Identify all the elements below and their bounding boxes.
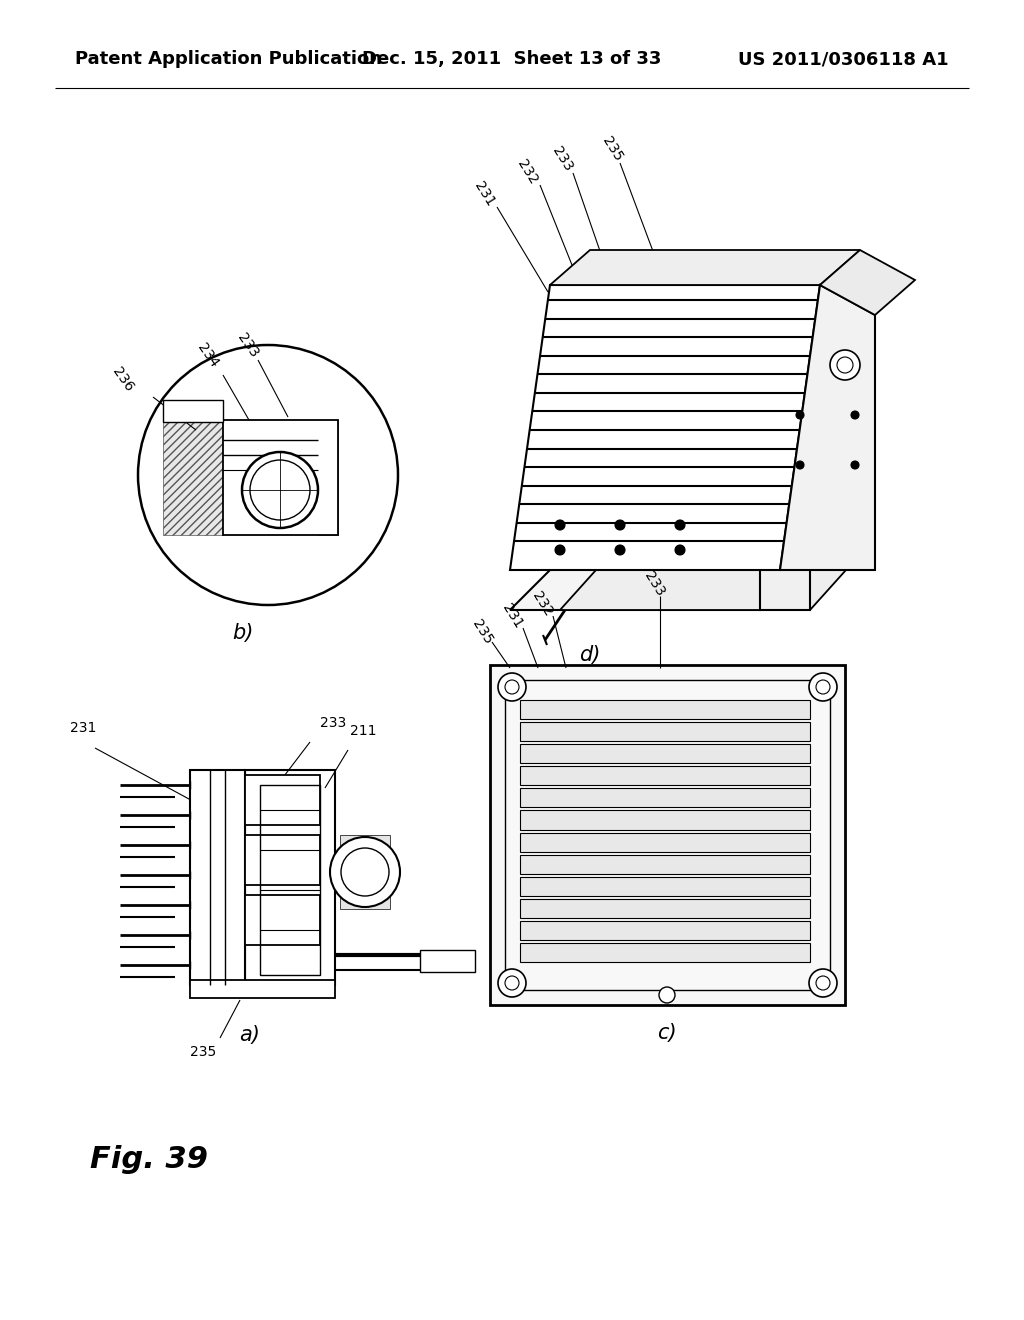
Bar xyxy=(520,921,810,940)
Circle shape xyxy=(809,673,837,701)
Bar xyxy=(260,785,319,975)
Polygon shape xyxy=(318,420,338,535)
Circle shape xyxy=(796,411,804,418)
Circle shape xyxy=(796,461,804,469)
Bar xyxy=(520,766,810,785)
Circle shape xyxy=(615,520,625,531)
Bar xyxy=(760,440,810,610)
Text: 234: 234 xyxy=(195,341,221,370)
Circle shape xyxy=(816,680,830,694)
Text: 211: 211 xyxy=(350,723,377,738)
Circle shape xyxy=(659,987,675,1003)
Circle shape xyxy=(330,837,400,907)
Bar xyxy=(520,788,810,808)
Text: 233: 233 xyxy=(319,715,346,730)
Text: 233: 233 xyxy=(549,144,574,173)
Polygon shape xyxy=(190,770,210,985)
Text: 232: 232 xyxy=(514,157,540,186)
Text: d): d) xyxy=(580,645,601,665)
Text: 233: 233 xyxy=(234,330,261,360)
Circle shape xyxy=(675,520,685,531)
Bar xyxy=(520,899,810,917)
Bar xyxy=(245,836,319,884)
Bar xyxy=(420,950,475,972)
Text: Fig. 39: Fig. 39 xyxy=(90,1144,208,1173)
Bar xyxy=(190,979,335,998)
Polygon shape xyxy=(760,389,855,440)
Text: b): b) xyxy=(232,623,254,643)
Circle shape xyxy=(851,411,859,418)
Text: Patent Application Publication: Patent Application Publication xyxy=(75,50,382,69)
Bar xyxy=(340,836,390,909)
Circle shape xyxy=(242,451,318,528)
Bar xyxy=(520,722,810,741)
Text: 236: 236 xyxy=(110,366,136,395)
Circle shape xyxy=(505,975,519,990)
Circle shape xyxy=(809,969,837,997)
Bar xyxy=(520,744,810,763)
Bar xyxy=(520,942,810,962)
Circle shape xyxy=(816,975,830,990)
Bar xyxy=(245,770,335,985)
Circle shape xyxy=(505,680,519,694)
Text: c): c) xyxy=(657,1023,677,1043)
Circle shape xyxy=(830,350,860,380)
Bar xyxy=(520,833,810,851)
Bar xyxy=(520,810,810,829)
Bar xyxy=(520,876,810,896)
Polygon shape xyxy=(163,420,223,535)
Text: 231: 231 xyxy=(499,601,525,631)
Circle shape xyxy=(675,545,685,554)
Polygon shape xyxy=(560,560,855,610)
Polygon shape xyxy=(780,285,874,570)
Bar xyxy=(223,420,338,535)
Polygon shape xyxy=(223,420,318,430)
Text: a): a) xyxy=(240,1026,260,1045)
Circle shape xyxy=(851,461,859,469)
Text: 235: 235 xyxy=(190,1045,216,1059)
Text: 232: 232 xyxy=(529,589,555,619)
Text: US 2011/0306118 A1: US 2011/0306118 A1 xyxy=(738,50,949,69)
Text: 235: 235 xyxy=(599,133,625,164)
Bar xyxy=(190,770,245,985)
Text: Dec. 15, 2011  Sheet 13 of 33: Dec. 15, 2011 Sheet 13 of 33 xyxy=(362,50,662,69)
Bar xyxy=(505,680,830,990)
Polygon shape xyxy=(820,249,915,315)
Text: 233: 233 xyxy=(641,569,667,598)
Circle shape xyxy=(555,520,565,531)
Bar xyxy=(520,700,810,719)
Polygon shape xyxy=(510,560,810,610)
Polygon shape xyxy=(190,979,335,998)
Circle shape xyxy=(498,673,526,701)
Bar xyxy=(245,895,319,945)
Text: 231: 231 xyxy=(471,178,497,209)
Polygon shape xyxy=(550,249,860,285)
Polygon shape xyxy=(510,285,820,570)
Bar xyxy=(490,665,845,1005)
Text: 231: 231 xyxy=(70,721,96,735)
Circle shape xyxy=(615,545,625,554)
Bar xyxy=(163,400,223,422)
Circle shape xyxy=(498,969,526,997)
Text: 235: 235 xyxy=(469,616,495,647)
Bar xyxy=(520,854,810,874)
Circle shape xyxy=(555,545,565,554)
Bar xyxy=(245,775,319,825)
